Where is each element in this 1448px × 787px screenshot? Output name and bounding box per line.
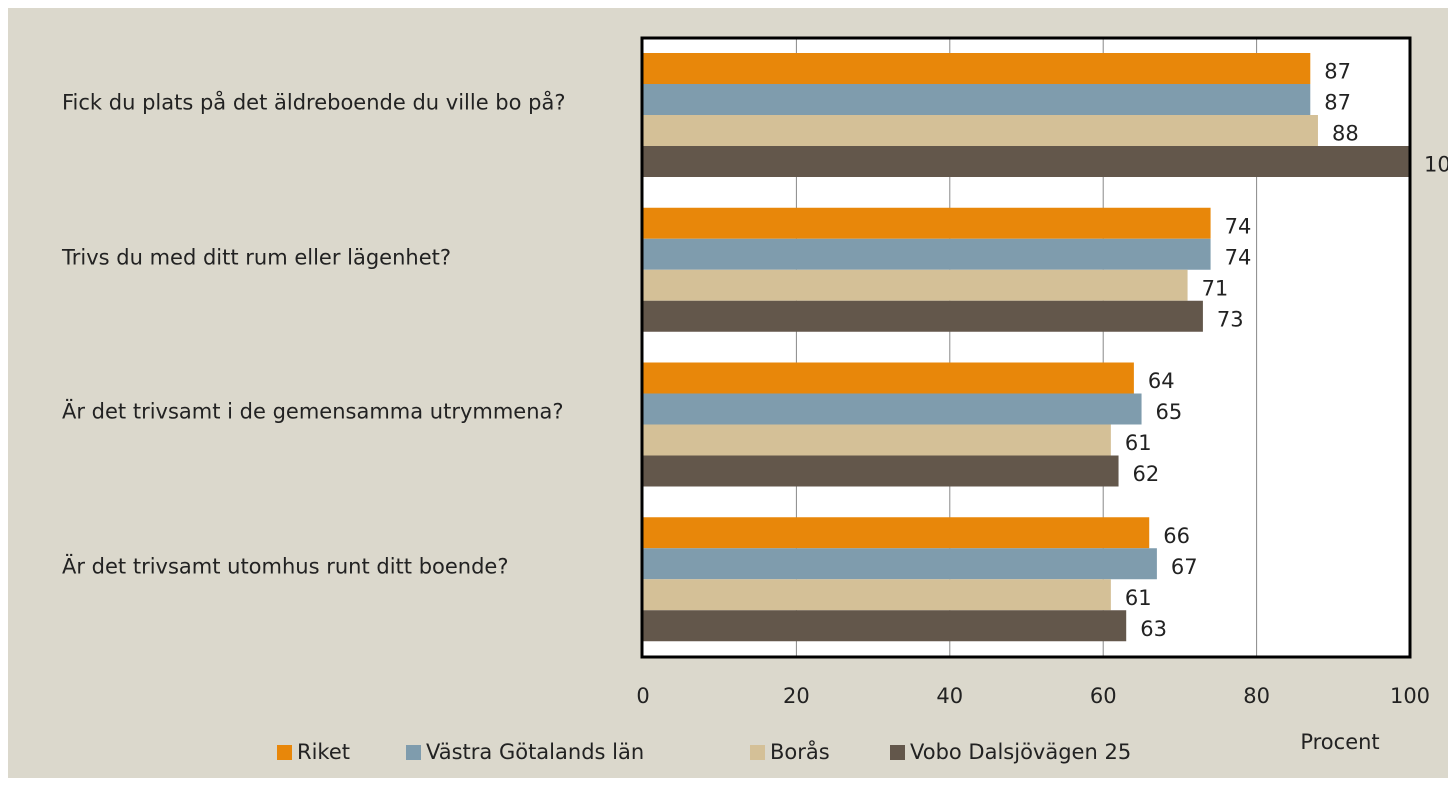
legend-swatch bbox=[890, 745, 905, 760]
x-tick-label: 80 bbox=[1243, 684, 1270, 708]
category-label: Är det trivsamt utomhus runt ditt boende… bbox=[62, 554, 509, 579]
value-label: 87 bbox=[1324, 91, 1351, 115]
bar bbox=[643, 207, 1211, 239]
bar bbox=[643, 393, 1142, 425]
value-label: 64 bbox=[1148, 369, 1175, 393]
legend-label: Västra Götalands län bbox=[426, 740, 644, 764]
x-tick-label: 0 bbox=[636, 684, 649, 708]
value-label: 62 bbox=[1133, 462, 1160, 486]
bar bbox=[643, 455, 1119, 487]
value-label: 74 bbox=[1225, 245, 1252, 269]
x-tick-label: 60 bbox=[1090, 684, 1117, 708]
bar bbox=[643, 115, 1318, 146]
x-axis-label: Procent bbox=[1300, 730, 1379, 754]
value-label: 73 bbox=[1217, 307, 1244, 331]
bar bbox=[643, 300, 1203, 332]
value-label: 61 bbox=[1125, 586, 1152, 610]
value-label: 71 bbox=[1202, 276, 1229, 300]
bar bbox=[643, 238, 1211, 270]
bar bbox=[643, 579, 1111, 611]
x-tick-label: 20 bbox=[783, 684, 810, 708]
bar bbox=[643, 610, 1127, 642]
bar bbox=[643, 548, 1157, 580]
bar bbox=[643, 53, 1311, 84]
category-label: Är det trivsamt i de gemensamma utrymmen… bbox=[62, 399, 564, 424]
value-label: 63 bbox=[1140, 617, 1167, 641]
legend-label: Riket bbox=[297, 740, 350, 764]
bar bbox=[643, 146, 1410, 177]
bar bbox=[643, 269, 1188, 301]
bar bbox=[643, 362, 1134, 394]
value-label: 100 bbox=[1424, 153, 1448, 177]
category-label: Fick du plats på det äldreboende du vill… bbox=[62, 90, 566, 115]
bar bbox=[643, 517, 1150, 549]
value-label: 74 bbox=[1225, 214, 1252, 238]
legend-swatch bbox=[750, 745, 765, 760]
plot-border bbox=[640, 36, 1412, 659]
legend-swatch bbox=[277, 745, 292, 760]
x-tick-label: 40 bbox=[936, 684, 963, 708]
legend-label: Borås bbox=[770, 739, 830, 764]
legend-swatch bbox=[406, 745, 421, 760]
bar bbox=[643, 424, 1111, 456]
value-label: 87 bbox=[1324, 60, 1351, 84]
value-label: 66 bbox=[1163, 524, 1190, 548]
value-label: 61 bbox=[1125, 431, 1152, 455]
legend-label: Vobo Dalsjövägen 25 bbox=[910, 740, 1131, 764]
value-label: 88 bbox=[1332, 122, 1359, 146]
value-label: 67 bbox=[1171, 555, 1198, 579]
x-tick-label: 100 bbox=[1390, 684, 1430, 708]
value-label: 65 bbox=[1156, 400, 1183, 424]
category-label: Trivs du med ditt rum eller lägenhet? bbox=[62, 245, 452, 270]
bar bbox=[643, 84, 1311, 115]
